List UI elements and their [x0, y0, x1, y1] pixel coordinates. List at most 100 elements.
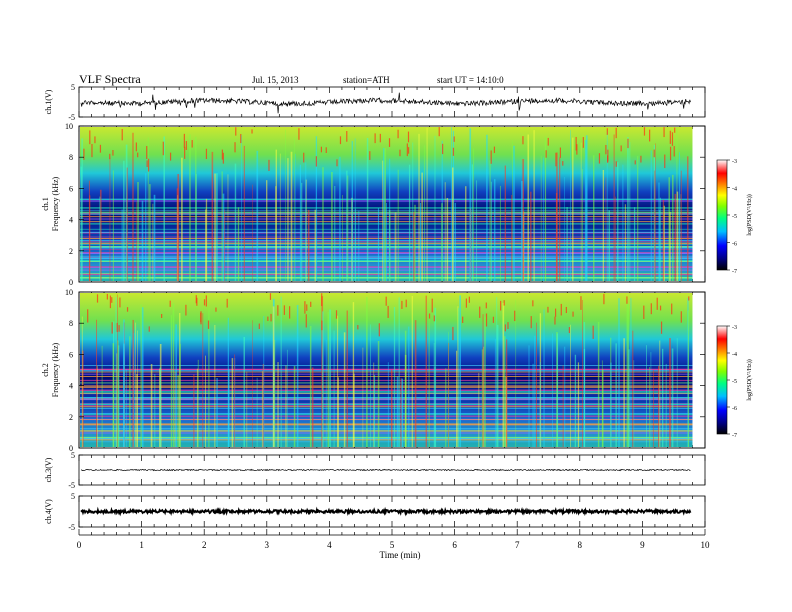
- ch2-spec-speck: [87, 309, 89, 323]
- ch1-spec-speck: [582, 137, 584, 148]
- ch4-wave-ytick-label: 5: [71, 492, 75, 501]
- ch2-spec-speck: [226, 298, 228, 308]
- ch2-spec-speck: [500, 300, 502, 311]
- date-label: Jul. 15, 2013: [252, 75, 299, 85]
- ch1-spec-speck: [169, 152, 172, 161]
- ch1-waveform-panel: 5 -5 ch.1(V): [44, 83, 706, 122]
- ch2-spec-speck: [207, 320, 210, 329]
- cb-1-tick-label: -4: [732, 187, 737, 193]
- ch2-spec-speck: [126, 307, 129, 312]
- ch1-spec-ylabel-frequency: Frequency (kHz): [51, 176, 60, 231]
- ch2-spec-speck: [656, 297, 658, 310]
- ch2-spec-speck: [196, 297, 198, 306]
- ch1-spec-speck: [205, 148, 208, 159]
- ch1-spec-speck: [649, 129, 651, 142]
- ch1-spec-speck: [369, 151, 371, 160]
- ch1-spec-ylabel-channel: ch.1: [41, 197, 50, 211]
- x-axis-label: Time (min): [380, 550, 421, 560]
- ch1-spec-speck: [121, 128, 123, 141]
- ch2-spec-speck: [643, 305, 645, 320]
- ch2-spec-speck: [304, 301, 306, 314]
- ch4-wave-trace: [80, 506, 692, 517]
- ch1-spec-speck: [545, 150, 547, 158]
- ch1-spec-speck: [83, 148, 85, 160]
- ch1-spec-speck: [303, 152, 305, 163]
- ch4-wave-ytick-label: -5: [68, 523, 75, 532]
- ch2-spec-speck: [111, 322, 113, 334]
- ch2-spec-speck: [626, 296, 628, 304]
- x-tick-label: 9: [640, 540, 645, 550]
- ch1-spec-speck: [320, 146, 323, 153]
- ch2-spec-speck: [335, 310, 338, 319]
- ch2-spec-speck: [659, 305, 662, 311]
- ch1-spec-speck: [112, 150, 114, 156]
- ch2-spec-speck: [433, 315, 435, 322]
- ch3-wave-ytick-label: -5: [68, 481, 75, 490]
- ch1-spec-speck: [493, 146, 496, 154]
- ch1-spec-speck: [379, 133, 381, 143]
- ch1-spec-speck: [576, 144, 578, 155]
- x-tick-label: 1: [139, 540, 144, 550]
- ch1-spec-speck: [673, 146, 675, 157]
- ch2-spec-speck: [378, 323, 380, 337]
- ch2-spec-speck: [485, 302, 487, 309]
- x-tick-label: 10: [701, 540, 711, 550]
- ch1-spec-speck: [94, 136, 96, 144]
- ch1-spec-speck: [89, 130, 91, 145]
- ch2-spec-frame-top: [78, 291, 706, 449]
- ch2-spec-speck: [277, 305, 279, 316]
- ch2-spec-ytick-label: 2: [69, 413, 73, 422]
- ch1-spec-speck: [191, 140, 193, 148]
- ch4-waveform-panel: 5 -5 ch.4(V): [44, 492, 706, 532]
- ch1-spec-speck: [406, 143, 408, 157]
- start-time-label: start UT = 14:10:0: [437, 75, 504, 85]
- ch2-spec-speck: [111, 297, 113, 303]
- ch2-spec-ytick-label: 8: [69, 319, 73, 328]
- ch2-spec-speck: [580, 296, 582, 310]
- ch3-wave-trace: [80, 468, 691, 472]
- ch2-spec-speck: [357, 324, 359, 330]
- cb-2-tick-label: -7: [732, 433, 737, 439]
- ch2-spec-speck: [283, 305, 285, 315]
- ch1-spec-speck: [640, 155, 642, 163]
- ch2-spec-speck: [305, 314, 307, 328]
- ch2-spec-speck: [428, 313, 431, 319]
- cb-2-tick-label: -6: [732, 406, 737, 412]
- ch1-colorbar: -3 -4 -5 -6 -7 log(PSD(V²/Hz)): [716, 159, 753, 275]
- ch1-spec-speck: [221, 149, 223, 160]
- ch2-spectrogram-panel: 0 2 4 6 8 10 ch.2 Frequency (kHz): [41, 288, 706, 453]
- ch1-spec-speck: [240, 133, 242, 144]
- x-tick-label: 7: [515, 540, 520, 550]
- ch1-spec-speck: [146, 146, 148, 159]
- time-axis: 0 1 2 3 4 5 6 7 8 9 10: [77, 529, 710, 550]
- ch1-spec-speck: [627, 138, 629, 149]
- ch2-spec-speck: [554, 316, 556, 325]
- ch1-spec-speck: [607, 155, 609, 163]
- ch1-spec-speck: [522, 136, 524, 145]
- ch1-spec-speck: [674, 127, 676, 133]
- ch2-spec-speck: [554, 308, 557, 317]
- ch1-spec-speck: [137, 152, 139, 158]
- ch1-wave-trace: [80, 92, 691, 114]
- cb-2-tick-label: -3: [732, 325, 737, 331]
- ch1-spec-speck: [555, 152, 557, 167]
- ch1-spec-speck: [653, 149, 655, 158]
- x-tick-label: 0: [77, 540, 82, 550]
- ch3-waveform-panel: 5 -5 ch.3(V): [44, 451, 706, 490]
- ch2-spec-speck: [688, 296, 690, 301]
- ch2-spec-speck: [504, 324, 506, 332]
- ch2-spec-speck: [603, 293, 605, 305]
- ch2-spec-speck: [671, 303, 673, 315]
- cb-2-tick-label: -5: [732, 379, 737, 385]
- ch2-spec-speck: [565, 306, 567, 314]
- ch1-spec-ytick-label: 10: [65, 122, 73, 131]
- ch2-spec-speck: [572, 311, 574, 317]
- ch1-spec-speck: [407, 131, 410, 143]
- ch1-spec-speck: [559, 147, 561, 158]
- ch1-spec-speck: [605, 144, 607, 155]
- x-tick-label: 2: [202, 540, 207, 550]
- ch2-spec-speck: [119, 297, 121, 308]
- ch1-spec-speck: [235, 127, 237, 136]
- ch1-spec-speck: [91, 143, 93, 158]
- cb-1-tick-label: -6: [732, 242, 737, 248]
